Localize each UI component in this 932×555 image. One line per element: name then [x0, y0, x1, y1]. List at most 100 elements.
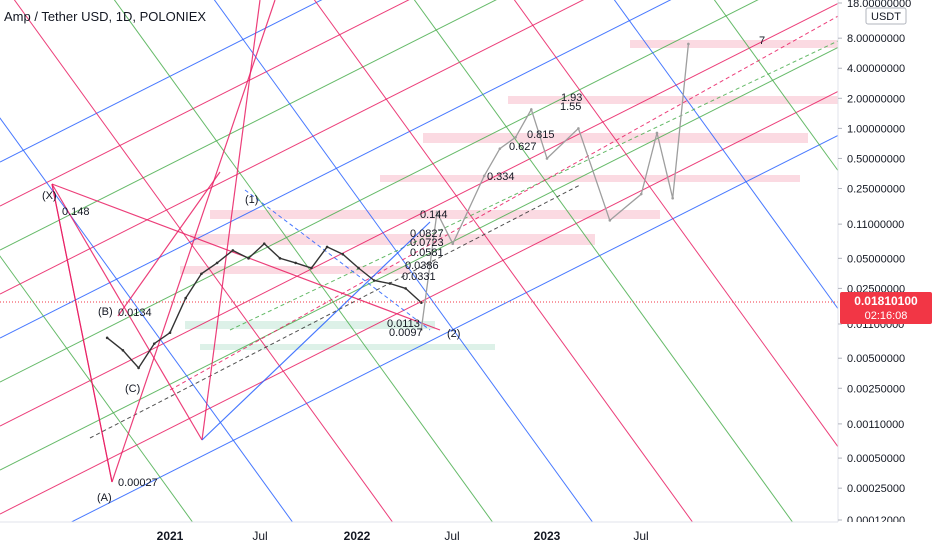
price-point	[200, 272, 203, 276]
price-point	[231, 249, 235, 252]
time-axis-background	[0, 522, 932, 550]
trend-line	[613, 0, 838, 310]
level-label: 0.334	[487, 171, 515, 183]
level-label: 0.627	[509, 141, 537, 153]
price-tick-label: 0.00110000	[847, 419, 904, 431]
current-price-label: 0.01810100	[854, 294, 918, 308]
trend-line	[0, 2, 838, 427]
trend-line	[0, 46, 838, 471]
projection-point	[687, 42, 690, 46]
price-tick-label: 2.00000000	[847, 93, 905, 105]
projection-point	[577, 127, 580, 130]
plot-background	[0, 0, 838, 522]
price-point	[325, 245, 329, 249]
trend-line	[0, 0, 323, 163]
trend-line	[0, 0, 585, 295]
trend-line	[201, 221, 431, 441]
price-axis-ticks: 18.00000000 8.00000000 4.00000000 2.0000000…	[838, 0, 911, 527]
trend-line	[0, 0, 672, 339]
trend-line	[0, 0, 497, 251]
price-tick-label: 8.00000000	[847, 33, 905, 45]
level-label: 1.55	[560, 101, 581, 113]
level-label: 0.148	[62, 206, 90, 218]
time-tick-label: 2022	[344, 529, 371, 543]
price-zone	[380, 175, 800, 182]
trend-line	[0, 0, 759, 383]
trend-line	[713, 0, 838, 172]
chart-title: Amp / Tether USD, 1D, POLONIEX	[4, 9, 206, 24]
price-point	[341, 252, 345, 256]
current-price-tag	[840, 292, 932, 324]
time-tick-label: Jul	[252, 529, 267, 543]
projection-point	[435, 211, 439, 214]
trend-line	[113, 0, 494, 522]
trend-line	[51, 183, 113, 483]
countdown-label: 02:16:08	[865, 310, 908, 322]
price-point	[262, 242, 266, 246]
trend-line	[244, 189, 431, 331]
price-tick-label: 0.00050000	[847, 453, 905, 465]
trend-line	[0, 255, 194, 522]
price-tick-label: 0.00250000	[847, 383, 905, 395]
wave-label: (1)	[245, 194, 258, 206]
trend-line	[413, 0, 794, 522]
trend-line	[111, 0, 276, 483]
price-point	[105, 336, 109, 340]
price-zone	[180, 266, 410, 274]
level-label: 0.144	[420, 209, 448, 221]
price-point	[168, 331, 172, 335]
price-tick-label: 18.00000000	[847, 0, 911, 10]
projection-point	[608, 219, 612, 222]
price-tick-label: 1.00000000	[847, 123, 905, 135]
projection-point	[655, 131, 659, 135]
trend-line	[70, 134, 838, 522]
level-label: 0.815	[527, 129, 555, 141]
price-tick-label: 0.11000000	[847, 219, 904, 231]
trend-line	[313, 0, 694, 522]
wave-label: (B)	[98, 306, 113, 318]
price-axis[interactable]: 18.00000000 8.00000000 4.00000000 2.0000000…	[837, 0, 932, 527]
wave-label: 7	[759, 35, 765, 47]
time-axis[interactable]: 2021 Jul 2022 Jul 2023 Jul	[0, 521, 932, 550]
price-series-layer	[105, 42, 690, 370]
level-label: 0.0113	[387, 318, 420, 330]
price-point	[372, 279, 376, 282]
level-label: 1.93	[561, 92, 582, 104]
trend-line	[0, 0, 410, 207]
price-point	[278, 257, 282, 260]
price-point	[388, 282, 392, 285]
wave-label: (2)	[447, 328, 460, 340]
unit-badge-box[interactable]	[865, 7, 907, 25]
projection-point	[482, 174, 486, 178]
level-label: 0.0097	[389, 327, 423, 339]
trend-line	[89, 184, 581, 439]
price-zone	[200, 344, 495, 350]
price-point	[247, 257, 250, 260]
price-zone	[185, 321, 435, 329]
projection-point	[639, 192, 643, 196]
time-tick-label: Jul	[444, 529, 459, 543]
level-label: 0.0723	[410, 237, 444, 249]
time-tick-label: 2021	[157, 529, 184, 543]
level-label: 0.0386	[405, 260, 439, 272]
price-tick-label: 0.05000000	[847, 253, 905, 265]
level-label: 0.0134	[118, 307, 152, 319]
trend-line	[513, 0, 838, 448]
level-label: 0.00027	[118, 477, 158, 489]
unit-badge: USDT	[871, 11, 901, 23]
time-tick-label: 2023	[534, 529, 561, 543]
trend-line	[213, 0, 594, 522]
trend-line	[229, 40, 838, 331]
price-zone	[630, 40, 838, 48]
price-tick-label: 0.00025000	[847, 483, 905, 495]
level-label: 0.0331	[402, 271, 436, 283]
price-zone	[423, 133, 808, 143]
price-point	[184, 296, 188, 300]
price-point	[152, 342, 156, 345]
price-zone	[190, 234, 595, 245]
time-axis-ticks: 2021 Jul 2022 Jul 2023 Jul	[157, 529, 649, 543]
price-tick-label: 0.50000000	[847, 153, 905, 165]
